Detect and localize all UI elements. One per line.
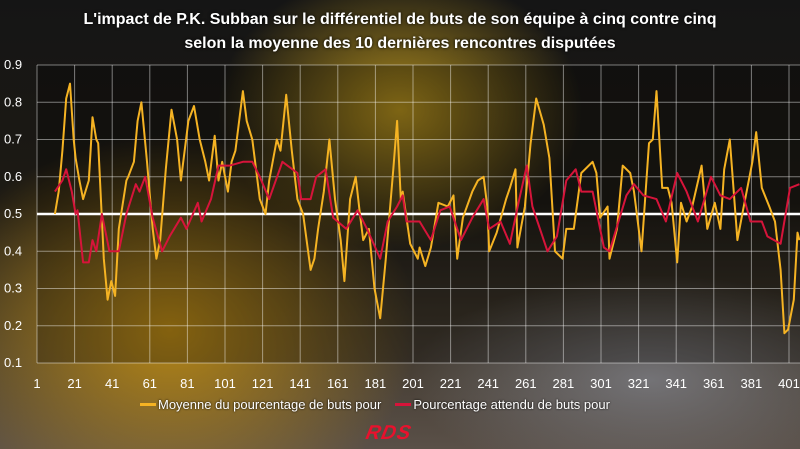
x-tick-label: 381 [741,376,763,391]
y-tick-label: 0.7 [4,132,22,147]
y-tick-label: 0.6 [4,169,22,184]
x-tick-label: 81 [180,376,194,391]
legend-item-goals-pct: Moyenne du pourcentage de buts pour [140,397,381,412]
legend-swatch-red [395,403,412,406]
x-tick-label: 21 [67,376,81,391]
x-tick-label: 1 [33,376,40,391]
y-tick-label: 0.4 [4,243,22,258]
x-tick-label: 341 [665,376,687,391]
x-tick-label: 101 [214,376,236,391]
x-tick-label: 161 [327,376,349,391]
legend: Moyenne du pourcentage de buts pour Pour… [140,397,610,412]
y-tick-label: 0.5 [4,206,22,221]
y-tick-label: 0.1 [4,355,22,370]
y-tick-label: 0.2 [4,318,22,333]
x-tick-label: 321 [628,376,650,391]
rds-logo: RDS [363,422,414,444]
x-tick-label: 301 [590,376,612,391]
x-tick-label: 41 [105,376,119,391]
x-tick-label: 181 [365,376,387,391]
x-tick-label: 141 [289,376,311,391]
x-tick-label: 361 [703,376,725,391]
legend-label: Moyenne du pourcentage de buts pour [158,397,382,412]
series-line-expected-goals [54,160,800,264]
x-tick-label: 241 [477,376,499,391]
legend-item-expected-goals: Pourcentage attendu de buts pour [395,397,610,412]
chart-title: L'impact de P.K. Subban sur le différent… [0,8,800,56]
y-tick-label: 0.8 [4,94,22,109]
series-line-goals-pct [53,82,800,335]
legend-swatch-yellow [140,403,156,406]
x-tick-label: 261 [515,376,537,391]
x-tick-label: 201 [402,376,424,391]
title-line-2: selon la moyenne des 10 dernières rencon… [184,35,616,52]
x-tick-label: 221 [440,376,462,391]
y-tick-label: 0.9 [4,57,22,72]
y-tick-label: 0.3 [4,281,22,296]
x-tick-label: 281 [553,376,575,391]
legend-label: Pourcentage attendu de buts pour [413,397,610,412]
title-line-1: L'impact de P.K. Subban sur le différent… [83,11,717,28]
x-tick-label: 401 [778,376,800,391]
x-tick-label: 121 [252,376,274,391]
x-tick-label: 61 [143,376,157,391]
